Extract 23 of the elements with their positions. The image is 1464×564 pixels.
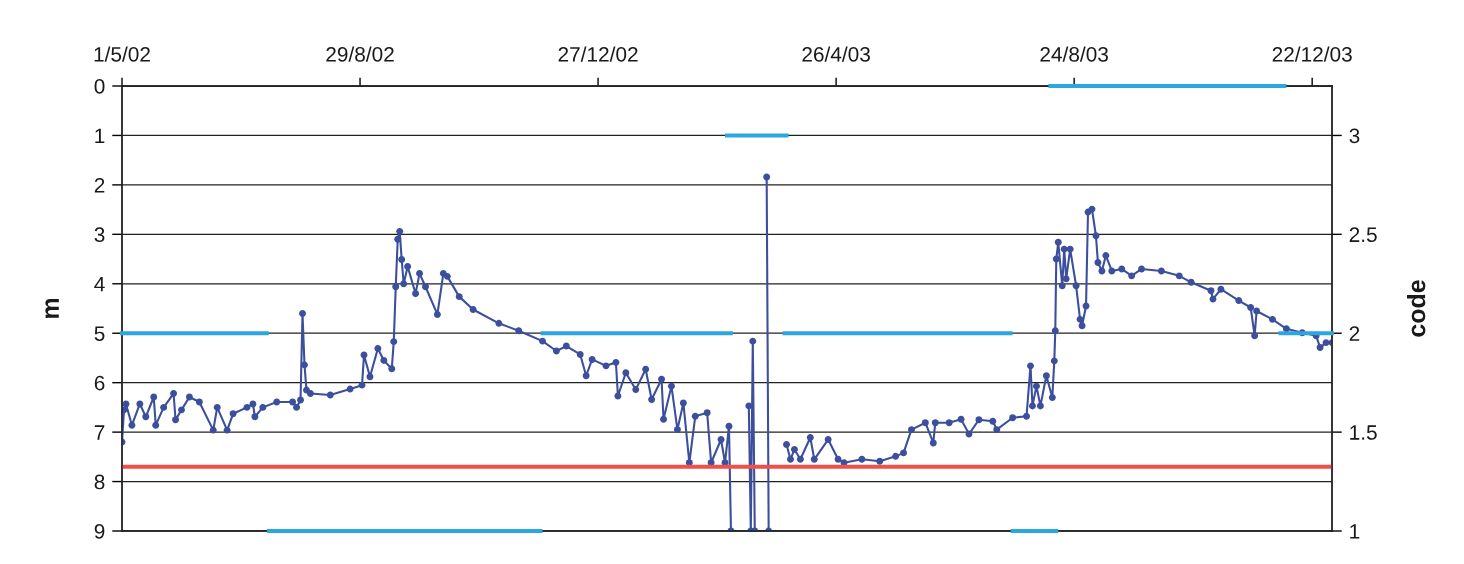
y-tick-label: 2 <box>94 177 105 193</box>
y-tick-label: 8 <box>94 474 105 490</box>
x-tick-label: 29/8/02 <box>326 46 394 62</box>
x-tick-label: 26/4/03 <box>802 46 870 62</box>
y2-tick-label: 3 <box>1349 128 1360 144</box>
y-tick-label: 7 <box>94 425 105 440</box>
x-tick-label: 24/8/03 <box>1040 46 1108 62</box>
y-tick-label: 4 <box>94 276 105 292</box>
y-tick-label: 6 <box>94 375 105 391</box>
y-tick-label: 5 <box>94 326 105 341</box>
y2-tick-label: 2 <box>1349 326 1360 341</box>
y2-axis-title: code <box>1407 280 1426 337</box>
x-tick-label: 27/12/02 <box>558 46 638 62</box>
y-axis-title: m <box>45 298 59 318</box>
y2-tick-label: 1.5 <box>1350 425 1377 440</box>
y-tick-label: 3 <box>94 227 105 243</box>
x-tick-label: 1/5/02 <box>94 46 150 62</box>
y2-tick-label: 2.5 <box>1349 227 1377 243</box>
y-tick-label: 1 <box>95 128 105 143</box>
y-tick-label: 9 <box>94 524 105 539</box>
y-tick-label: 0 <box>94 79 105 94</box>
y2-tick-label: 1 <box>1350 524 1360 539</box>
x-tick-label: 22/12/03 <box>1272 46 1352 62</box>
